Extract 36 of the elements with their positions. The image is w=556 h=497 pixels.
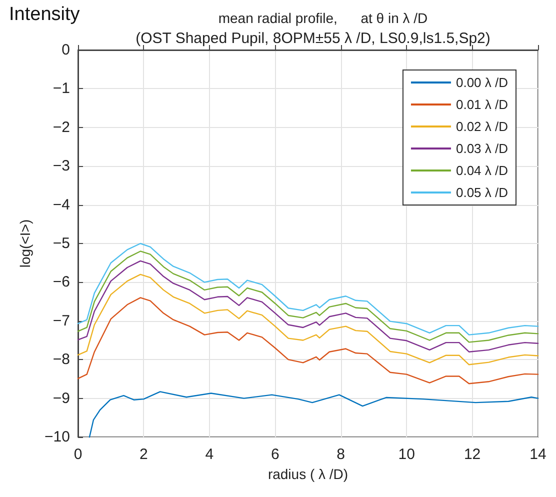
line-series <box>77 242 539 336</box>
chart-title: mean radial profile, at θ in λ /D <box>218 10 428 26</box>
line-series <box>88 391 539 438</box>
x-tick-label: 12 <box>464 446 481 463</box>
y-tick-label: −7 <box>52 312 70 330</box>
y-axis-title: log(<I>) <box>17 219 33 268</box>
line-series <box>77 274 539 366</box>
y-tick-label: −2 <box>52 118 70 136</box>
line-series <box>77 260 539 352</box>
y-tick-label: −9 <box>52 390 70 407</box>
y-tick-label: −3 <box>52 158 70 175</box>
legend-label: 0.04 λ /D <box>456 163 508 178</box>
chart-subtitle: (OST Shaped Pupil, 8OPM±55 λ /D, LS0.9,ls1.5,Sp2) <box>136 30 490 47</box>
x-tick-label: 8 <box>336 446 346 463</box>
y-tick-label: −1 <box>52 80 70 98</box>
x-tick-label: 4 <box>205 446 214 463</box>
y-tick-label: −10 <box>44 428 70 446</box>
line-series <box>77 297 539 384</box>
x-axis-title: radius ( λ /D) <box>268 466 348 482</box>
y-tick-label: 0 <box>62 42 70 58</box>
x-tick-label: 0 <box>74 446 82 463</box>
legend-label: 0.05 λ /D <box>456 185 508 200</box>
x-tick-label: 2 <box>140 446 148 463</box>
y-tick-label: −5 <box>52 235 70 252</box>
y-tick-label: −6 <box>52 274 70 291</box>
x-tick-label: 6 <box>270 446 280 463</box>
legend-label: 0.03 λ /D <box>456 141 508 156</box>
legend-label: 0.02 λ /D <box>456 119 508 134</box>
legend-label: 0.00 λ /D <box>456 75 508 90</box>
x-tick-label: 14 <box>530 446 546 463</box>
legend-label: 0.01 λ /D <box>456 97 508 112</box>
x-tick-label: 10 <box>398 446 415 463</box>
y-tick-label: −8 <box>52 351 70 368</box>
line-series <box>77 250 539 343</box>
text: Intensity <box>9 4 80 25</box>
y-tick-label: −4 <box>52 196 70 214</box>
